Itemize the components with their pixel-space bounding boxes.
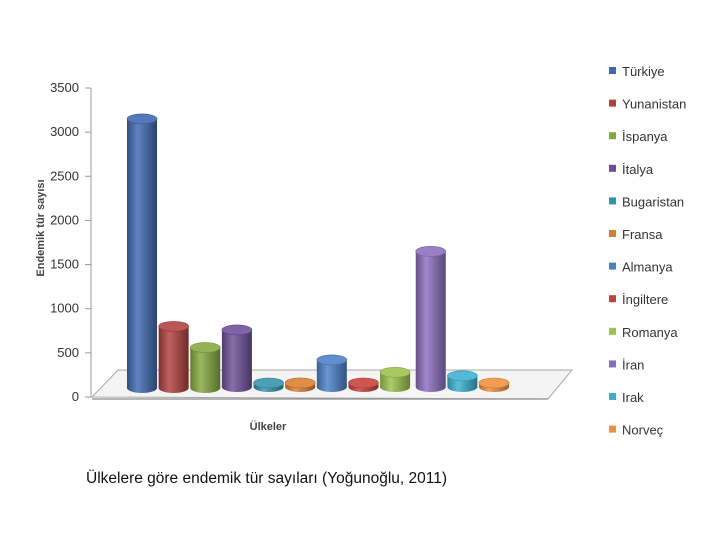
- bar-3: [189, 342, 221, 393]
- y-tick-label: 1500: [50, 257, 79, 272]
- y-tick-label: 500: [57, 345, 79, 360]
- legend-swatch: [609, 425, 616, 433]
- legend-swatch: [609, 230, 616, 237]
- bar-8: [348, 377, 379, 392]
- y-tick-label: 2500: [50, 168, 79, 183]
- legend-label: Norveç: [622, 423, 664, 438]
- bar-9: [379, 366, 411, 392]
- legend-swatch: [609, 197, 616, 205]
- legend-swatch: [609, 393, 616, 400]
- figure-caption: Ülkelere göre endemik tür sayıları (Yoğu…: [86, 470, 448, 487]
- legend-label: İngiltere: [622, 292, 668, 307]
- bar-5: [253, 377, 284, 392]
- legend-swatch: [609, 132, 616, 140]
- y-tick-label: 0: [72, 389, 79, 404]
- legend-label: Fransa: [622, 227, 663, 242]
- bars: [126, 113, 510, 394]
- legend-swatch: [609, 295, 616, 303]
- legend-label: Almanya: [622, 260, 673, 275]
- legend: Türkiye Yunanistan İspanya İtalya Bugaristan…: [609, 64, 686, 438]
- legend-label: Yunanistan: [622, 97, 686, 112]
- legend-label: Türkiye: [622, 64, 665, 79]
- legend-label: Romanya: [622, 325, 678, 340]
- y-axis-title: Endemik tür sayısı: [35, 179, 47, 276]
- legend-swatch: [609, 67, 616, 74]
- legend-label: Bugaristan: [622, 194, 684, 209]
- y-tick-label: 2000: [50, 212, 79, 227]
- legend-label: İtalya: [622, 162, 654, 177]
- legend-swatch: [609, 262, 616, 270]
- bar-2: [158, 321, 189, 393]
- legend-label: İspanya: [622, 129, 668, 144]
- legend-swatch: [609, 360, 616, 368]
- bar-1: [126, 113, 158, 394]
- legend-swatch: [609, 327, 616, 335]
- bar-6: [284, 377, 316, 392]
- bar-7: [316, 354, 348, 392]
- legend-label: Irak: [622, 390, 644, 405]
- y-tick-label: 3000: [50, 124, 79, 139]
- bar-12: [478, 377, 510, 392]
- legend-label: İran: [622, 357, 644, 372]
- x-axis-title: Ülkeler: [250, 420, 287, 433]
- bar-10: [415, 246, 447, 392]
- bar-4: [221, 324, 253, 392]
- y-tick-label: 1000: [50, 301, 79, 316]
- legend-swatch: [609, 164, 616, 172]
- y-axis-ticks: 0 500 1000 1500 2000 2500 3000 3500: [50, 80, 91, 404]
- legend-swatch: [609, 99, 616, 107]
- bar-11: [447, 370, 478, 392]
- y-tick-label: 3500: [50, 80, 79, 95]
